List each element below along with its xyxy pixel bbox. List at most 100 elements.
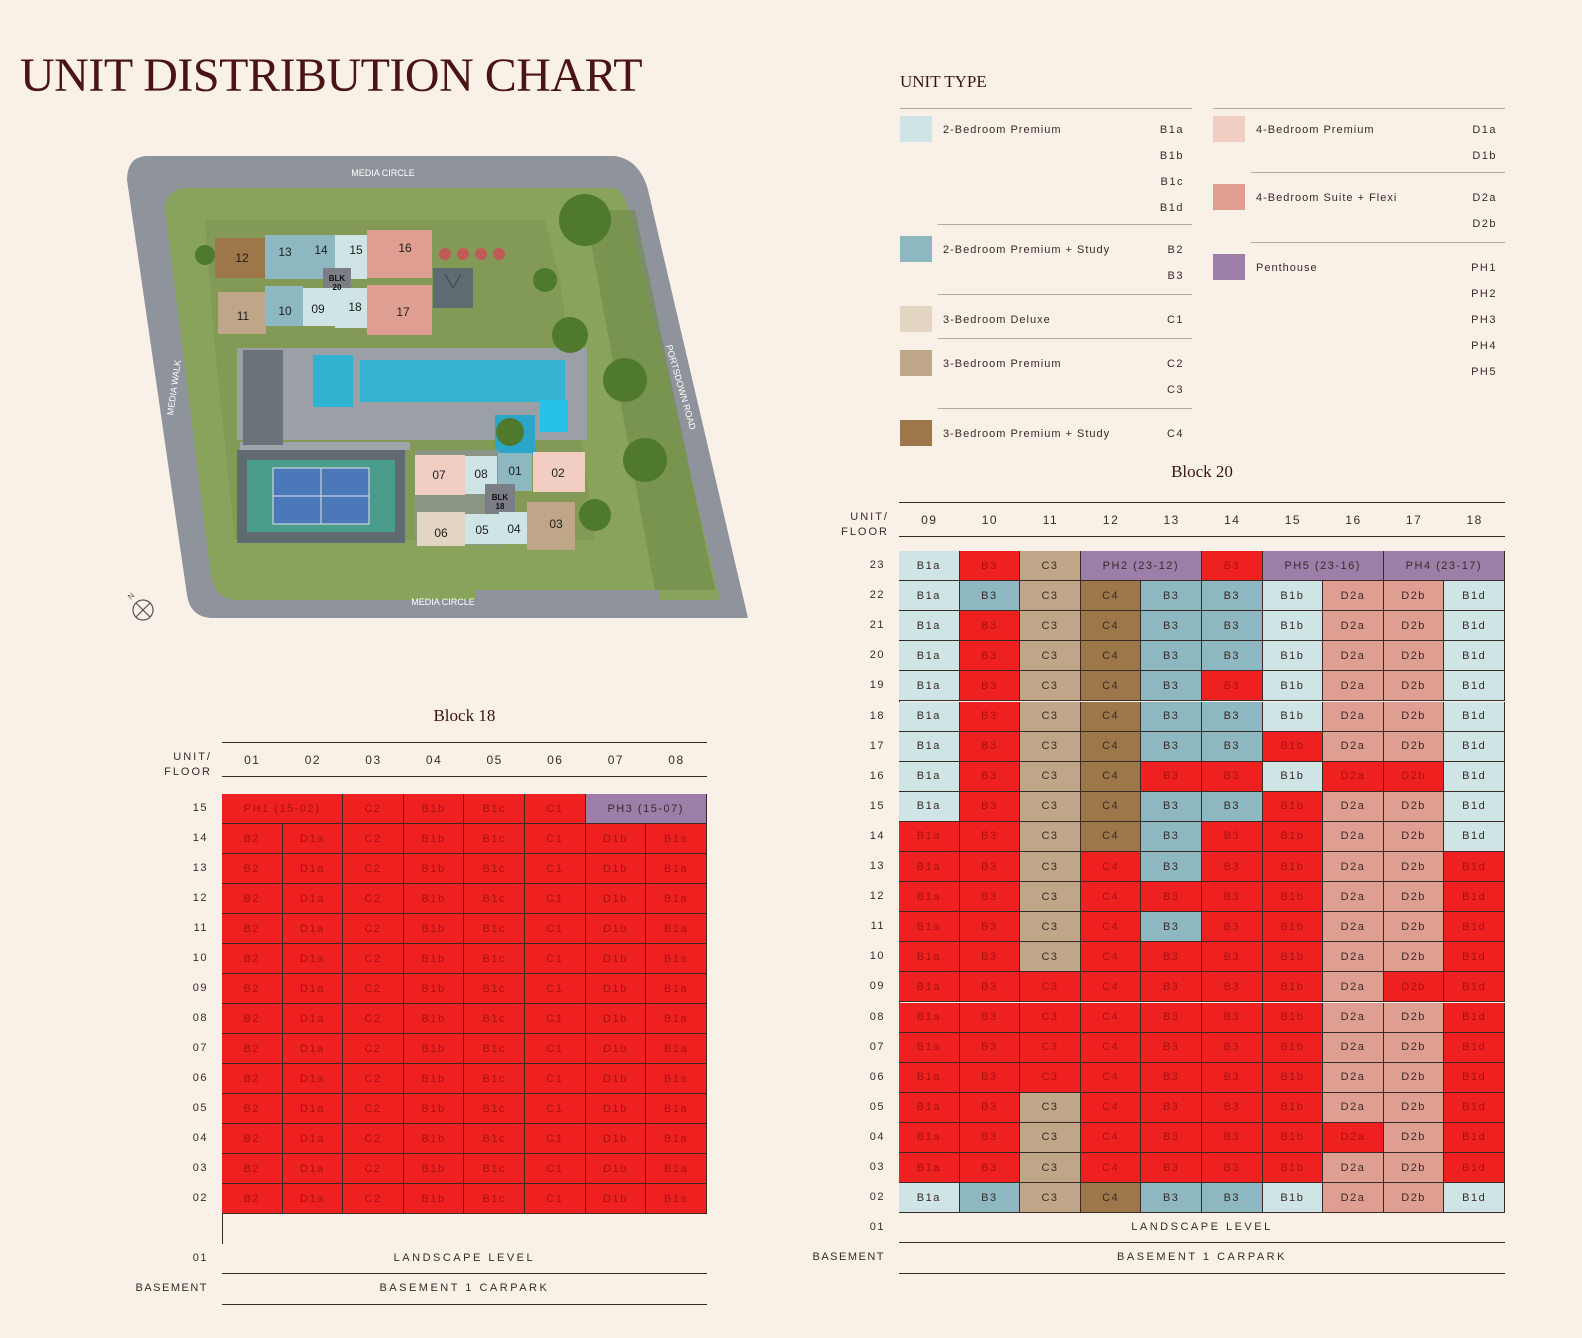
unit-cell: B3 (959, 611, 1021, 642)
unit-cell: B1b (403, 824, 465, 854)
unit-cell: B1a (646, 1064, 707, 1094)
unit-cell: D2a (1323, 791, 1384, 822)
unit-cell: B1b (403, 974, 465, 1004)
unit-cell: B3 (1202, 1183, 1263, 1214)
unit-cell: B3 (959, 912, 1021, 943)
unit-cell: B1d (1444, 611, 1505, 642)
unit-cell: B1d (1444, 821, 1505, 852)
unit-cell: D2b (1383, 852, 1445, 883)
unit-cell: B3 (1202, 821, 1263, 852)
legend-swatch (1213, 254, 1245, 280)
legend-code: B1d (1159, 202, 1184, 214)
unit-cell: B1d (1444, 972, 1505, 1003)
unit-cell: C4 (1080, 1183, 1142, 1214)
legend-item: 3-Bedroom Premium C2 C3 (900, 338, 1192, 402)
column-header: 05 (486, 753, 503, 767)
unit-cell: B2 (222, 914, 283, 944)
unit-cell: B1c (464, 824, 525, 854)
legend-item: 2-Bedroom Premium B1a B1b B1c B1d (900, 108, 1192, 224)
unit-cell: PH3 (15-07) (585, 794, 707, 824)
unit-cell: B1c (464, 884, 525, 914)
unit-cell: B1a (646, 944, 707, 974)
unit-cell: B1c (464, 944, 525, 974)
legend-code: D2b (1472, 218, 1497, 230)
floor-label: 19 (869, 679, 885, 692)
unit-cell: B3 (959, 942, 1021, 973)
floor-label: 03 (869, 1161, 885, 1173)
unit-cell: D2b (1383, 1153, 1445, 1184)
unit-cell: B1a (646, 1184, 707, 1214)
floor-label: 02 (869, 1191, 885, 1204)
unit-cell: B3 (959, 1183, 1021, 1214)
unit-cell: B3 (1141, 581, 1202, 612)
floor-label: 05 (192, 1102, 208, 1114)
unit-cell: C1 (525, 794, 586, 824)
site-unit: 07 (432, 468, 446, 482)
unit-floor-line: UNIT/ (850, 511, 889, 523)
unit-cell: B1d (1444, 1002, 1505, 1033)
floor-label: 08 (192, 1012, 208, 1024)
unit-cell: B1a (646, 884, 707, 914)
legend-name: 2-Bedroom Premium + Study (943, 244, 1111, 256)
unit-cell: B1d (1444, 701, 1505, 732)
floor-label: 16 (869, 769, 885, 782)
column-header: 07 (607, 753, 625, 767)
column-header: 14 (1224, 513, 1241, 527)
legend-swatch (1213, 184, 1245, 210)
legend-name: 2-Bedroom Premium (943, 124, 1062, 136)
floor-label: 14 (192, 832, 208, 844)
legend-code: PH3 (1471, 314, 1497, 326)
unit-cell: D2a (1323, 1122, 1384, 1153)
legend-divider (938, 338, 1192, 339)
unit-cell: B3 (1202, 1032, 1263, 1063)
table-rule (899, 1273, 1505, 1275)
unit-floor-label: UNIT/FLOOR (799, 510, 889, 540)
table-rule (899, 1242, 1505, 1244)
floor-label: 21 (869, 619, 885, 632)
floor-label: 13 (192, 862, 208, 874)
unit-cell: C2 (343, 794, 404, 824)
unit-cell: D2b (1383, 1122, 1445, 1153)
unit-cell: B3 (1202, 972, 1263, 1003)
unit-cell: B1d (1444, 852, 1505, 883)
legend-divider (900, 108, 1192, 109)
unit-cell: C4 (1080, 821, 1142, 852)
floor-label: 09 (869, 980, 885, 993)
unit-cell: C3 (1020, 912, 1081, 943)
floor-label: 11 (870, 920, 885, 933)
unit-cell: D2b (1383, 1032, 1445, 1063)
unit-cell: C4 (1080, 912, 1142, 943)
unit-cell: C4 (1080, 1032, 1142, 1063)
unit-cell: B1d (1444, 671, 1505, 702)
legend-code: B1b (1159, 150, 1184, 162)
unit-cell: C4 (1080, 1062, 1142, 1093)
unit-cell: B3 (1202, 611, 1263, 642)
unit-cell: B1c (464, 1034, 525, 1064)
unit-cell: B1b (403, 794, 465, 824)
legend-divider (1251, 172, 1505, 173)
unit-cell: B3 (1141, 761, 1202, 792)
unit-cell: B1b (1262, 581, 1324, 612)
unit-cell: B1b (1262, 1002, 1324, 1033)
unit-cell: D2a (1323, 581, 1384, 612)
unit-cell: C4 (1080, 761, 1142, 792)
page-title: UNIT DISTRIBUTION CHART (20, 49, 643, 102)
unit-cell: B2 (222, 1064, 283, 1094)
legend-name: 4-Bedroom Suite + Flexi (1256, 192, 1398, 204)
unit-cell: B3 (959, 1062, 1021, 1093)
column-header: 16 (1345, 513, 1362, 527)
legend-code: C4 (1166, 428, 1184, 440)
unit-cell: B2 (222, 1034, 283, 1064)
floor-label: 20 (869, 649, 885, 662)
unit-cell: C4 (1080, 942, 1142, 973)
unit-cell: B3 (1141, 1032, 1202, 1063)
unit-cell: B3 (1141, 1092, 1202, 1123)
basement-carpark: BASEMENT 1 CARPARK (379, 1282, 550, 1294)
unit-cell: C4 (1080, 701, 1142, 732)
unit-cell: B3 (1141, 611, 1202, 642)
site-plan: 12 13 14 15 16 11 10 09 18 17 07 08 01 0… (126, 156, 748, 621)
unit-cell: B1a (899, 821, 960, 852)
legend-code: C1 (1166, 314, 1184, 326)
unit-cell: B1b (403, 1184, 465, 1214)
unit-cell: B1b (1262, 1062, 1324, 1093)
